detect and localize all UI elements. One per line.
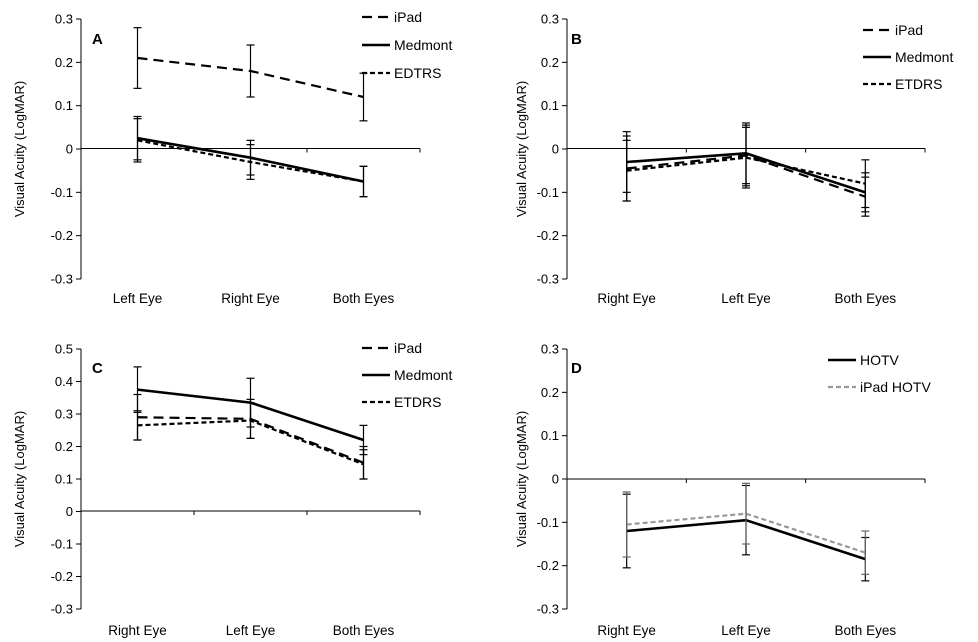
category-label: Both Eyes bbox=[835, 291, 897, 306]
y-tick-label: 0.3 bbox=[55, 12, 73, 27]
y-axis-label: Visual Acuity (LogMAR) bbox=[12, 411, 27, 547]
panel-c: 0.5 0.4 0.3 0.2 0.1 0 -0.1 -0.2 -0.3 Right Eye Lef… bbox=[12, 340, 452, 638]
panel-letter: B bbox=[571, 31, 582, 48]
y-tick-label: 0.5 bbox=[55, 342, 73, 357]
y-tick-label: -0.2 bbox=[51, 569, 73, 584]
y-axis-label: Visual Acuity (LogMAR) bbox=[514, 81, 529, 217]
y-tick-label: 0.1 bbox=[55, 98, 73, 113]
panel-letter: D bbox=[571, 360, 582, 377]
y-tick-label: -0.1 bbox=[51, 185, 73, 200]
y-tick-label: -0.2 bbox=[51, 228, 73, 243]
category-label: Right Eye bbox=[597, 623, 656, 638]
y-tick-label: -0.3 bbox=[51, 272, 73, 287]
category-label: Left Eye bbox=[113, 291, 163, 306]
panel-d: 0.3 0.2 0.1 0 -0.1 -0.2 -0.3 Right Eye Left Eye B… bbox=[514, 342, 931, 639]
y-tick-label: 0.1 bbox=[541, 98, 559, 113]
y-tick-label: 0 bbox=[552, 142, 559, 157]
y-tick-label: 0.2 bbox=[55, 55, 73, 70]
y-tick-label: 0.2 bbox=[55, 439, 73, 454]
category-label: Right Eye bbox=[597, 291, 656, 306]
y-tick-label: 0 bbox=[552, 472, 559, 487]
legend-label: iPad HOTV bbox=[860, 379, 931, 395]
panel-letter: A bbox=[92, 31, 103, 48]
category-label: Right Eye bbox=[221, 291, 280, 306]
legend-label: Medmont bbox=[895, 49, 953, 65]
panel-a: 0.3 0.2 0.1 0 -0.1 -0.2 -0.3 Left Eye Right Eye B… bbox=[12, 9, 452, 306]
y-tick-label: 0 bbox=[66, 504, 73, 519]
y-axis-label: Visual Acuity (LogMAR) bbox=[514, 411, 529, 547]
y-tick-label: -0.1 bbox=[537, 515, 559, 530]
panel-b: 0.3 0.2 0.1 0 -0.1 -0.2 -0.3 Right Eye Left Eye B… bbox=[514, 12, 953, 307]
legend-label: Medmont bbox=[394, 37, 452, 53]
y-tick-label: -0.1 bbox=[51, 537, 73, 552]
y-tick-label: 0.3 bbox=[541, 12, 559, 27]
legend-label: iPad bbox=[394, 9, 422, 25]
y-tick-label: -0.3 bbox=[537, 272, 559, 287]
category-label: Left Eye bbox=[721, 623, 771, 638]
legend-label: iPad bbox=[394, 340, 422, 356]
panel-letter: C bbox=[92, 360, 103, 377]
y-tick-label: 0.4 bbox=[55, 374, 73, 389]
legend-label: EDTRS bbox=[394, 65, 441, 81]
y-tick-label: 0.3 bbox=[55, 407, 73, 422]
category-label: Both Eyes bbox=[333, 291, 395, 306]
y-tick-label: 0.2 bbox=[541, 55, 559, 70]
category-label: Left Eye bbox=[721, 291, 771, 306]
legend-label: Medmont bbox=[394, 367, 452, 383]
y-tick-label: -0.2 bbox=[537, 228, 559, 243]
category-label: Both Eyes bbox=[333, 623, 395, 638]
y-tick-label: -0.3 bbox=[537, 602, 559, 617]
legend-label: iPad bbox=[895, 22, 923, 38]
y-tick-label: 0.2 bbox=[541, 385, 559, 400]
legend-label: ETDRS bbox=[394, 394, 441, 410]
y-tick-label: 0.3 bbox=[541, 342, 559, 357]
y-tick-label: 0.1 bbox=[541, 428, 559, 443]
legend-label: ETDRS bbox=[895, 76, 942, 92]
category-label: Right Eye bbox=[108, 623, 167, 638]
y-tick-label: 0.1 bbox=[55, 472, 73, 487]
y-tick-label: -0.3 bbox=[51, 602, 73, 617]
series-line bbox=[626, 512, 866, 554]
y-tick-label: -0.2 bbox=[537, 558, 559, 573]
legend-label: HOTV bbox=[860, 352, 900, 368]
category-label: Both Eyes bbox=[835, 623, 897, 638]
y-axis-label: Visual Acuity (LogMAR) bbox=[12, 81, 27, 217]
y-tick-label: -0.1 bbox=[537, 185, 559, 200]
category-label: Left Eye bbox=[226, 623, 276, 638]
y-tick-label: 0 bbox=[66, 142, 73, 157]
